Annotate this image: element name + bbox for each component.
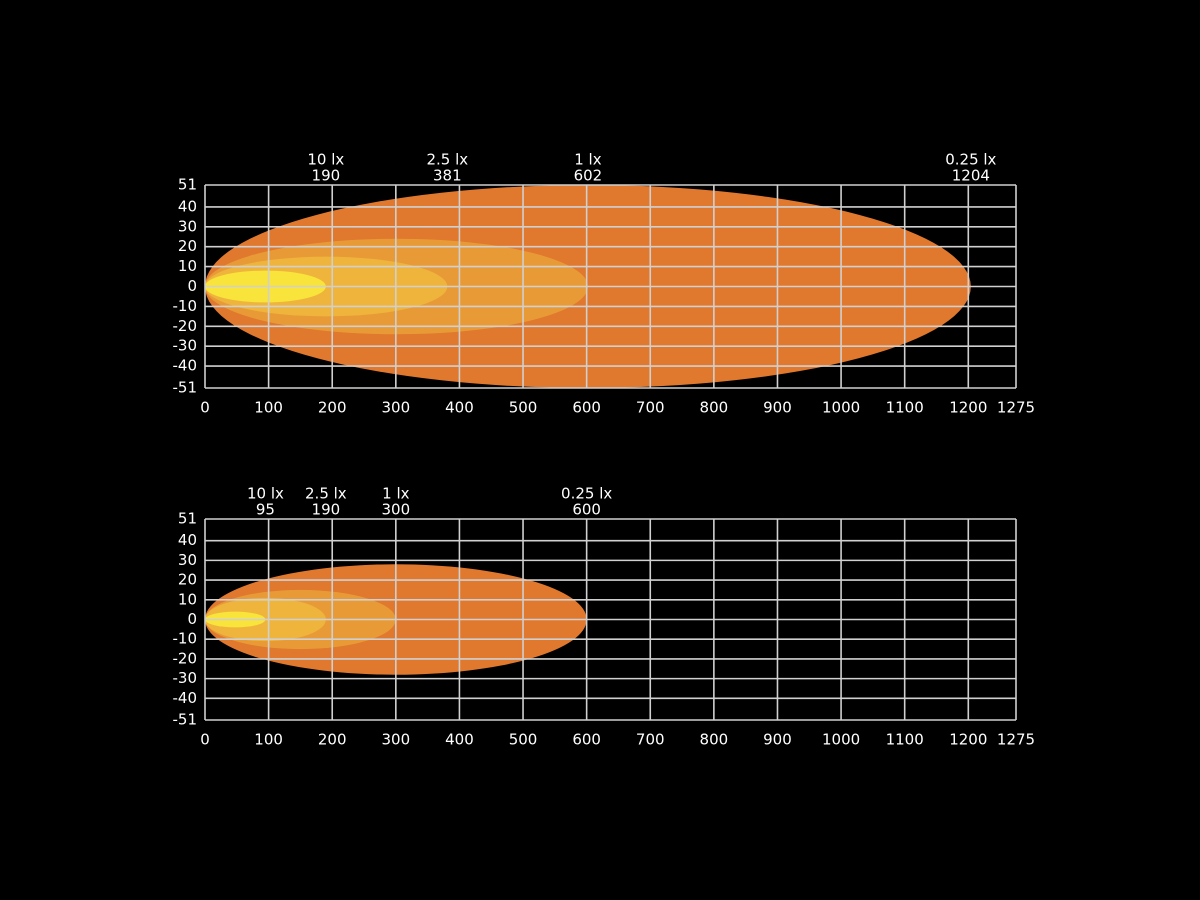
y-tick-label: 40 (178, 197, 197, 215)
x-tick-label: 0 (200, 399, 210, 417)
x-tick-label: 900 (763, 731, 792, 749)
x-tick-label: 100 (254, 731, 283, 749)
x-tick-label: 600 (572, 731, 601, 749)
x-tick-label: 0 (200, 731, 210, 749)
contour-reach: 300 (382, 501, 411, 519)
x-tick-label: 1100 (886, 399, 924, 417)
x-tick-label: 1000 (822, 731, 860, 749)
y-tick-label: 20 (178, 237, 197, 255)
contour-reach: 600 (572, 501, 601, 519)
x-tick-label: 800 (700, 399, 729, 417)
y-tick-label: -51 (173, 379, 198, 397)
x-tick-label: 400 (445, 731, 474, 749)
y-tick-label: -30 (173, 669, 198, 687)
y-tick-label: -30 (173, 337, 198, 355)
y-tick-label: 10 (178, 257, 197, 275)
y-tick-label: -40 (173, 357, 198, 375)
x-tick-label: 300 (382, 399, 411, 417)
contour-reach: 602 (574, 167, 603, 185)
contour-name: 10 lx (307, 151, 344, 169)
y-tick-label: -20 (173, 649, 198, 667)
x-tick-label: 1100 (886, 731, 924, 749)
contour-reach: 381 (433, 167, 462, 185)
x-tick-label: 1275 (997, 731, 1035, 749)
y-tick-label: -10 (173, 630, 198, 648)
contour-name: 10 lx (247, 485, 284, 503)
x-tick-label: 700 (636, 399, 665, 417)
x-tick-label: 1200 (949, 731, 987, 749)
y-tick-label: 30 (178, 551, 197, 569)
x-tick-label: 1275 (997, 399, 1035, 417)
y-tick-label: 0 (187, 277, 197, 295)
x-tick-label: 200 (318, 399, 347, 417)
x-tick-label: 700 (636, 731, 665, 749)
y-tick-label: 40 (178, 531, 197, 549)
contour-name: 0.25 lx (945, 151, 996, 169)
y-tick-label: 51 (178, 176, 197, 194)
contour-reach: 1204 (952, 167, 990, 185)
y-tick-label: -20 (173, 317, 198, 335)
x-tick-label: 900 (763, 399, 792, 417)
contour-name: 2.5 lx (427, 151, 469, 169)
y-tick-label: 20 (178, 571, 197, 589)
x-tick-label: 400 (445, 399, 474, 417)
contour-reach: 190 (312, 167, 341, 185)
x-tick-label: 1000 (822, 399, 860, 417)
contour-name: 2.5 lx (305, 485, 347, 503)
x-tick-label: 500 (509, 731, 538, 749)
x-tick-label: 500 (509, 399, 538, 417)
y-tick-label: 51 (178, 510, 197, 528)
y-tick-label: -51 (173, 711, 198, 729)
x-tick-label: 800 (700, 731, 729, 749)
contour-reach: 95 (256, 501, 275, 519)
x-tick-label: 600 (572, 399, 601, 417)
contour-name: 1 lx (574, 151, 601, 169)
y-tick-label: -40 (173, 689, 198, 707)
x-tick-label: 1200 (949, 399, 987, 417)
x-tick-label: 100 (254, 399, 283, 417)
y-tick-label: -10 (173, 297, 198, 315)
x-tick-label: 200 (318, 731, 347, 749)
contour-name: 1 lx (382, 485, 409, 503)
y-tick-label: 30 (178, 217, 197, 235)
contour-name: 0.25 lx (561, 485, 612, 503)
y-tick-label: 0 (187, 610, 197, 628)
x-tick-label: 300 (382, 731, 411, 749)
contour-reach: 190 (312, 501, 341, 519)
y-tick-label: 10 (178, 590, 197, 608)
